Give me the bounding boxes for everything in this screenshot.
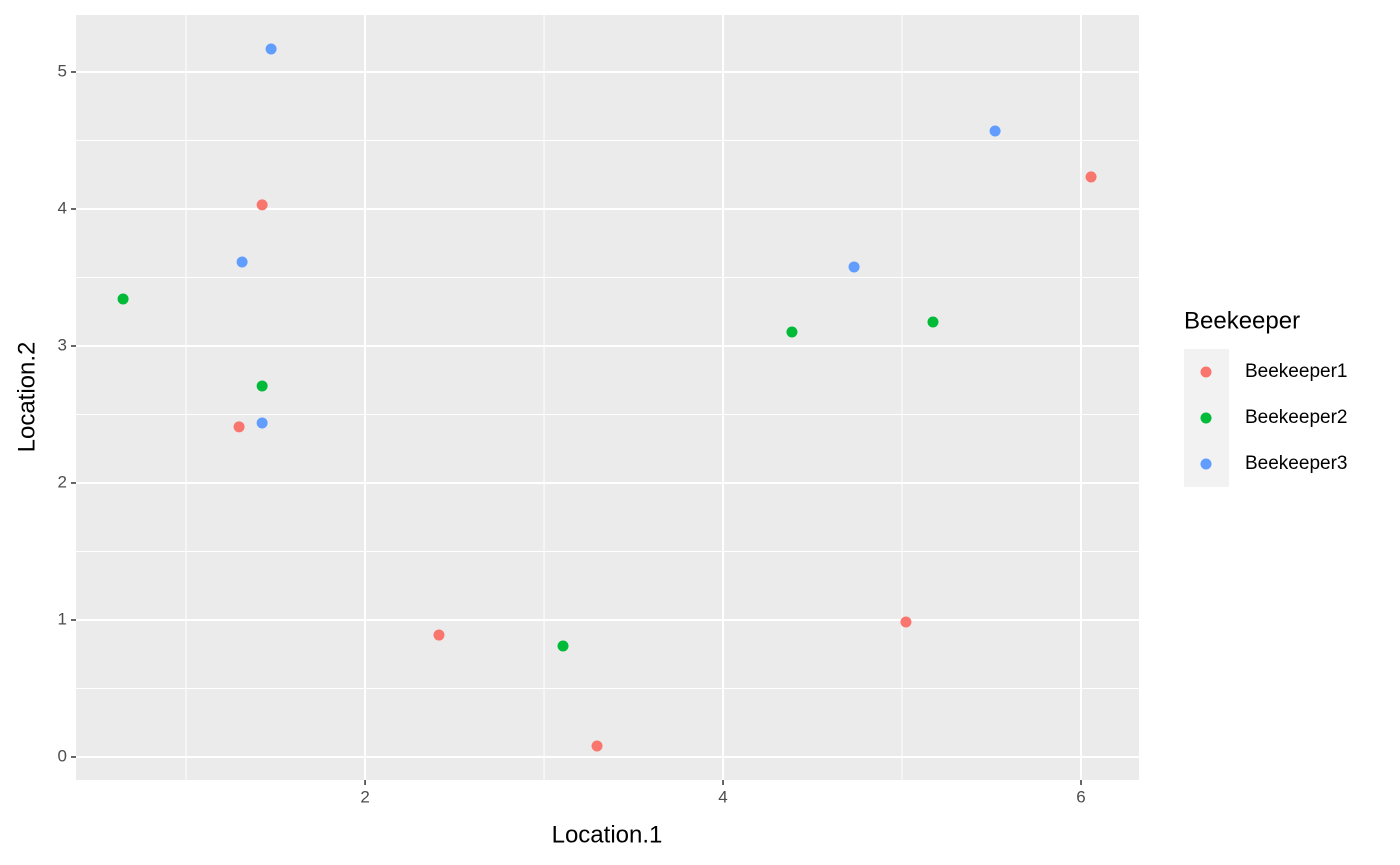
point — [989, 125, 1001, 137]
point — [557, 640, 569, 652]
point — [848, 261, 860, 273]
y-axis-title: Location.2 — [13, 342, 40, 453]
point — [265, 43, 277, 55]
legend-title: Beekeeper — [1184, 307, 1300, 334]
legend-marker — [1200, 458, 1212, 470]
point — [1085, 171, 1097, 183]
point — [900, 616, 912, 628]
point — [927, 316, 939, 328]
legend-label: Beekeeper2 — [1245, 407, 1347, 428]
point — [233, 421, 245, 433]
point — [236, 256, 248, 268]
x-tick-label: 4 — [718, 787, 727, 806]
y-tick-label: 3 — [58, 335, 67, 354]
x-axis-title: Location.1 — [552, 821, 663, 848]
y-tick-label: 1 — [58, 609, 67, 628]
legend-label: Beekeeper3 — [1245, 453, 1347, 474]
point — [786, 326, 798, 338]
point — [117, 293, 129, 305]
y-tick-label: 4 — [58, 198, 67, 217]
y-tick-label: 2 — [58, 472, 67, 491]
point — [256, 380, 268, 392]
legend-marker — [1200, 366, 1212, 378]
x-tick-label: 6 — [1076, 787, 1085, 806]
legend-marker — [1200, 412, 1212, 424]
y-tick-label: 0 — [58, 746, 67, 765]
panel-background — [76, 15, 1139, 780]
point — [256, 199, 268, 211]
point — [256, 417, 268, 429]
legend-label: Beekeeper1 — [1245, 361, 1347, 382]
point — [433, 629, 445, 641]
y-tick-label: 5 — [58, 61, 67, 80]
point — [591, 740, 603, 752]
x-tick-label: 2 — [360, 787, 369, 806]
